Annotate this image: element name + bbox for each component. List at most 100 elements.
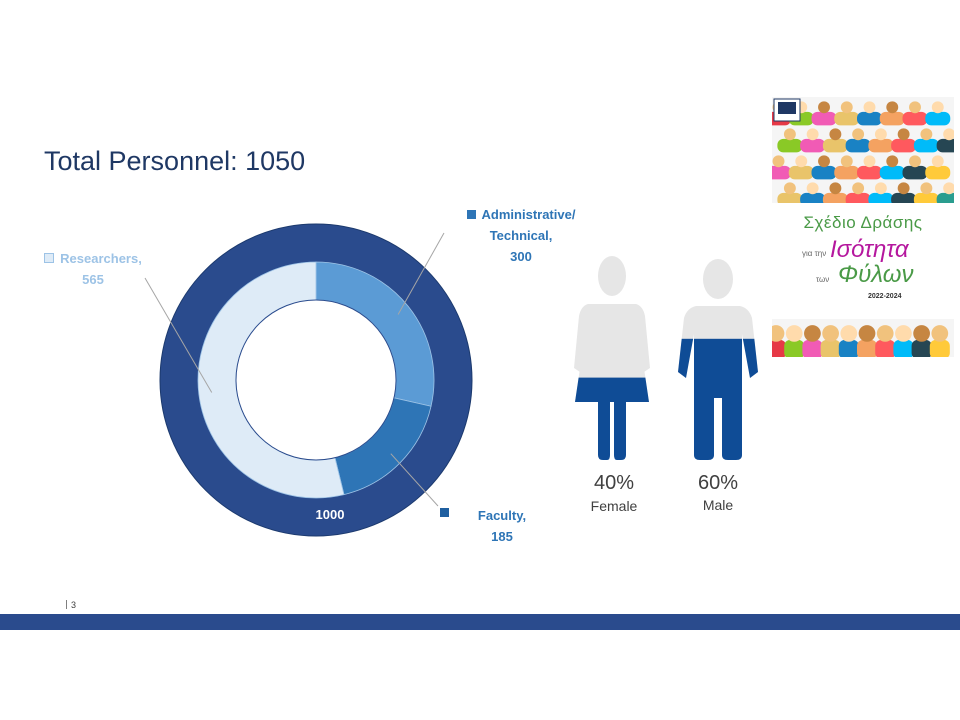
crowd-person-head [909, 155, 921, 168]
page-title: Total Personnel: 1050 [44, 146, 306, 176]
male-label: Male [702, 497, 734, 513]
doughnut-hole [235, 299, 397, 461]
crowd-person-head [783, 182, 796, 195]
female-figure-empty [598, 256, 626, 296]
crowd-person-head [795, 155, 808, 168]
crowd-person-head [804, 325, 821, 342]
crowd-image-top [772, 97, 954, 203]
outer-ring-slice [160, 224, 472, 536]
crowd-person-head [920, 182, 933, 195]
legend-label-admin-2: Technical, [489, 228, 553, 243]
legend-label-res: Researchers, [60, 251, 142, 266]
crowd-image-bottom [772, 319, 954, 357]
crowd-person-body [857, 111, 883, 126]
crowd-person-head [943, 128, 954, 141]
crowd-person-head [895, 325, 912, 342]
male-figure-fill [678, 338, 758, 460]
leader-line [397, 232, 445, 315]
crowd-person-head [931, 101, 944, 114]
crowd-person-body [777, 192, 803, 203]
institution-seal-mark [778, 102, 796, 114]
crowd-person-body [834, 165, 860, 180]
crowd-person-body [788, 165, 814, 180]
logo-years: 2022-2024 [868, 293, 902, 300]
crowd-person-head [897, 128, 910, 141]
crowd-person-head [772, 155, 785, 168]
crowd-person-head [931, 325, 949, 342]
crowd-person-body [811, 111, 837, 126]
crowd-person-head [852, 128, 865, 141]
crowd-person-body [800, 192, 826, 203]
crowd-person-body [845, 192, 871, 203]
crowd-person-body [802, 339, 823, 357]
logo-big-text-1: Ισότητα [830, 236, 909, 263]
crowd-person-head [852, 182, 865, 195]
legend-researchers: Researchers, 565 [38, 248, 148, 290]
crowd-person-body [911, 339, 932, 357]
crowd-person-head [829, 128, 842, 141]
crowd-person-body [820, 339, 841, 357]
female-figure-fill [574, 377, 650, 460]
crowd-person-head [863, 155, 876, 168]
crowd-person-body [936, 138, 954, 153]
crowd-person-body [868, 192, 894, 203]
crowd-person-head [943, 182, 954, 195]
crowd-person-head [897, 182, 910, 195]
crowd-person-body [834, 111, 860, 126]
crowd-person-head [818, 155, 830, 168]
page-number: 3 [66, 600, 76, 610]
crowd-person-body [772, 165, 792, 180]
crowd-person-body [891, 138, 917, 153]
crowd-person-head [818, 101, 830, 114]
legend-label-admin: Administrative/ [481, 207, 576, 222]
legend-faculty: Faculty, 185 [470, 505, 534, 547]
leader-line [390, 453, 439, 507]
crowd-person-body [868, 138, 894, 153]
crowd-person-head [886, 155, 899, 168]
crowd-person-body [879, 111, 905, 126]
crowd-person-head [840, 155, 853, 168]
crowd-person-body [857, 165, 883, 180]
female-label: Female [590, 498, 638, 514]
crowd-person-body [913, 138, 939, 153]
gender-equality-plan-logo: Σχέδιο Δράσης για την Ισότητα των Φύλων … [772, 97, 954, 359]
crowd-person-head [840, 325, 858, 342]
legend-value-res: 565 [82, 272, 104, 287]
footer-bar [0, 614, 960, 630]
crowd-person-head [858, 325, 876, 342]
crowd-person-body [929, 339, 950, 357]
crowd-person-body [925, 111, 951, 126]
crowd-person-body [822, 192, 848, 203]
logo-small-text-2: των [816, 275, 830, 284]
crowd-person-head [920, 128, 933, 141]
crowd-person-head [806, 182, 819, 195]
legend-label-fac: Faculty, [477, 508, 527, 523]
crowd-person-body [893, 339, 914, 357]
crowd-person-head [913, 325, 930, 342]
crowd-person-body [838, 339, 859, 357]
outer-ring-border [159, 223, 473, 537]
crowd-person-body [772, 339, 787, 357]
crowd-person-body [925, 165, 951, 180]
crowd-person-head [829, 182, 842, 195]
crowd-person-body [857, 339, 878, 357]
legend-swatch [44, 253, 55, 263]
crowd-person-head [785, 325, 803, 342]
female-figure-icon [574, 256, 650, 460]
crowd-person-head [822, 325, 839, 342]
crowd-person-head [874, 182, 887, 195]
crowd-person-head [874, 128, 887, 141]
crowd-person-body [913, 192, 939, 203]
crowd-person-head [783, 128, 796, 141]
crowd-person-body [902, 111, 928, 126]
crowd-person-body [822, 138, 848, 153]
crowd-person-head [772, 325, 785, 342]
male-percent: 60% [697, 472, 739, 494]
crowd-person-body [777, 138, 803, 153]
crowd-person-head [886, 101, 899, 114]
logo-big-text-2: Φύλων [838, 261, 914, 288]
crowd-person-body [811, 165, 837, 180]
crowd-person-head [909, 101, 921, 114]
